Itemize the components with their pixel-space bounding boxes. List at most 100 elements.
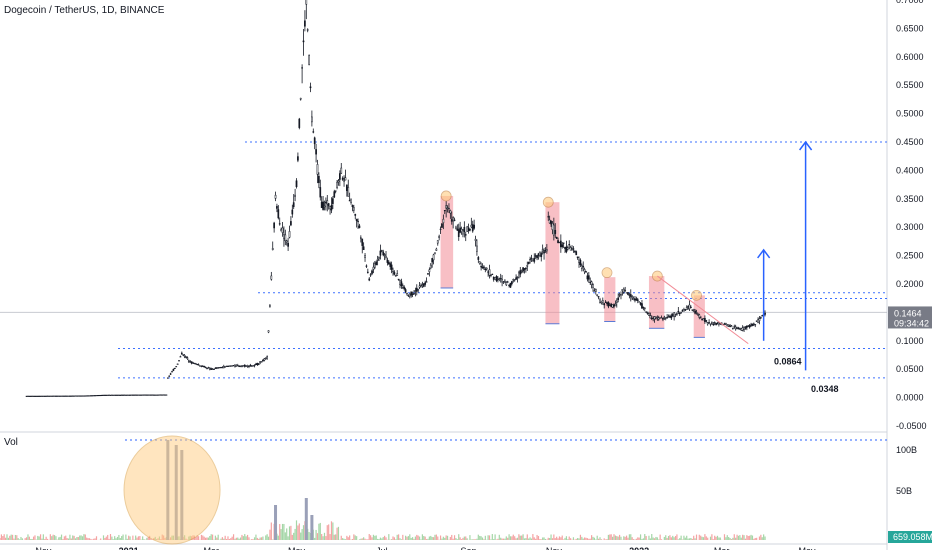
candle-body xyxy=(594,288,597,292)
volume-bar xyxy=(361,538,363,540)
candle-body xyxy=(677,310,680,313)
candle-body xyxy=(669,315,671,318)
candle-body xyxy=(80,395,82,397)
volume-bar xyxy=(700,535,702,540)
candle-body xyxy=(161,394,164,396)
volume-bar xyxy=(539,539,541,540)
candle-body xyxy=(343,180,345,182)
volume-bar xyxy=(223,538,225,540)
price-tick-label: 0.7000 xyxy=(896,0,924,5)
volume-bar xyxy=(537,536,540,540)
candle-body xyxy=(638,301,641,303)
candle-body xyxy=(224,366,227,368)
candle-body xyxy=(511,281,513,284)
candle-body xyxy=(641,303,643,309)
candle-body xyxy=(702,318,705,321)
candle-body xyxy=(453,219,456,221)
volume-bar xyxy=(39,534,42,540)
last-volume-label: 659.058M xyxy=(893,532,932,542)
candle-body xyxy=(599,299,601,303)
candle-body xyxy=(378,257,380,259)
volume-bar xyxy=(462,537,464,540)
candle-body xyxy=(491,273,494,275)
volume-bar xyxy=(556,536,558,540)
volume-bar xyxy=(540,539,542,540)
volume-bar xyxy=(100,538,102,540)
candle-body xyxy=(420,285,422,287)
candle-body xyxy=(260,361,263,363)
candle-body xyxy=(684,309,687,311)
candle-body xyxy=(621,289,624,291)
volume-bar xyxy=(456,539,458,540)
candle-body xyxy=(64,395,67,397)
candle-body xyxy=(424,282,427,285)
volume-bar xyxy=(742,534,744,540)
candle-body xyxy=(346,184,348,191)
volume-bar xyxy=(490,539,492,540)
candle-body xyxy=(467,227,470,231)
volume-bar xyxy=(17,538,19,540)
candle-body xyxy=(418,285,421,288)
candle-body xyxy=(364,255,366,258)
candle-body xyxy=(417,288,420,291)
candle-body xyxy=(434,252,436,254)
candle-body xyxy=(498,278,501,280)
candle-body xyxy=(214,367,217,369)
volume-bar xyxy=(142,536,144,540)
candle-body xyxy=(657,317,660,320)
candle-body xyxy=(380,250,383,252)
volume-bar xyxy=(382,537,384,540)
candle-body xyxy=(648,313,650,316)
price-tick-label: 0.5500 xyxy=(896,80,924,90)
candle-body xyxy=(530,257,533,259)
volume-bar xyxy=(593,537,596,540)
candle-body xyxy=(610,303,613,308)
candle-body xyxy=(67,395,70,397)
volume-bar xyxy=(290,525,292,540)
candle-body xyxy=(98,394,101,397)
candle-body xyxy=(70,395,73,397)
volume-bar xyxy=(6,534,8,540)
volume-bar xyxy=(660,539,663,540)
candle-body xyxy=(543,251,545,254)
candle-body xyxy=(618,294,621,296)
candle-body xyxy=(385,256,387,258)
volume-bar xyxy=(9,535,11,540)
volume-bar xyxy=(300,532,302,540)
volume-bar xyxy=(225,538,228,540)
candle-body xyxy=(536,255,538,259)
volume-bar xyxy=(498,534,500,540)
volume-bar xyxy=(659,534,661,540)
volume-bar xyxy=(693,535,695,540)
volume-bar xyxy=(286,528,288,540)
candle-body xyxy=(158,394,161,396)
volume-bar xyxy=(439,535,442,540)
volume-bar xyxy=(728,537,730,540)
volume-bar xyxy=(400,539,403,540)
candle-body xyxy=(566,247,569,250)
time-tick-label: May xyxy=(288,546,306,550)
candle-body xyxy=(459,227,461,233)
candle-body xyxy=(309,86,312,89)
volume-bar xyxy=(494,534,496,540)
last-price-label: 0.1464 xyxy=(894,308,922,318)
candle-body xyxy=(624,290,627,292)
candle-body xyxy=(631,296,634,299)
candle-body xyxy=(102,394,105,396)
volume-bar xyxy=(423,535,425,540)
candle-body xyxy=(653,316,656,320)
candle-body xyxy=(245,365,248,367)
candle-body xyxy=(78,395,81,397)
candle-body xyxy=(372,266,375,270)
time-tick-label: Jul xyxy=(376,546,388,550)
candle-body xyxy=(66,395,68,397)
candle-body xyxy=(129,394,131,396)
volume-bar xyxy=(84,534,86,540)
price-tick-label: 0.6000 xyxy=(896,52,924,62)
candle-body xyxy=(165,394,168,396)
volume-bar xyxy=(567,539,569,540)
volume-bar xyxy=(0,534,2,540)
candle-body xyxy=(115,394,117,396)
volume-bar xyxy=(514,536,516,540)
